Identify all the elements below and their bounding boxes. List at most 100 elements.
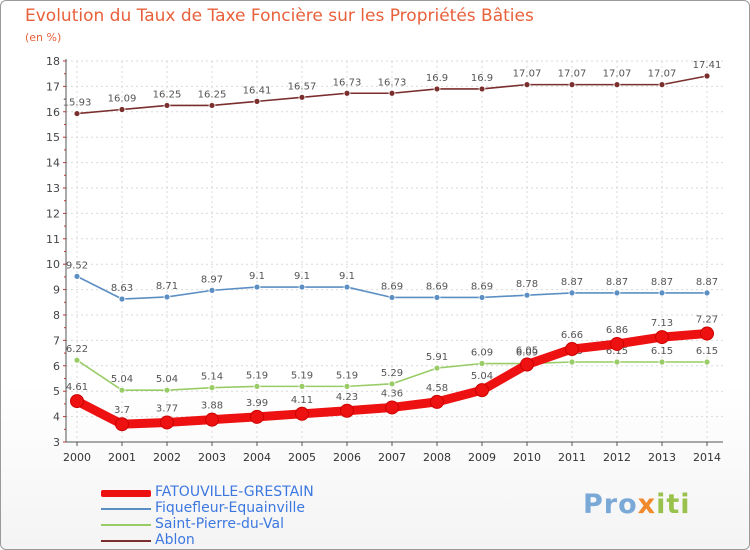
y-unit-label: (en %) [25, 31, 62, 44]
data-point [343, 283, 351, 291]
data-label: 17.07 [513, 69, 542, 80]
x-tick-label: 2012 [603, 451, 631, 464]
x-tick-label: 2014 [693, 451, 721, 464]
data-label: 16.25 [153, 89, 182, 100]
data-label: 3.88 [201, 401, 223, 412]
x-tick-label: 2006 [333, 451, 361, 464]
data-label: 6.05 [516, 346, 538, 357]
x-tick-label: 2009 [468, 451, 496, 464]
data-point [613, 289, 621, 297]
data-label: 3.77 [156, 403, 178, 414]
data-point [475, 383, 489, 398]
x-tick-label: 2011 [558, 451, 586, 464]
data-label: 9.1 [249, 271, 265, 282]
data-label: 17.07 [558, 69, 587, 80]
data-point [160, 415, 174, 430]
data-label: 6.66 [561, 330, 583, 341]
y-tick-label: 5 [53, 385, 60, 398]
data-label: 8.69 [426, 281, 448, 292]
data-point [478, 294, 486, 301]
data-label: 3.7 [114, 405, 130, 416]
data-point [433, 294, 441, 301]
data-label: 16.9 [426, 73, 448, 84]
data-point [208, 102, 216, 109]
data-label: 6.15 [651, 346, 673, 357]
legend-swatch [101, 540, 151, 542]
proxiti-logo: Proxiti [583, 489, 691, 520]
data-label: 6.09 [471, 348, 493, 359]
data-point [658, 81, 666, 89]
data-point [388, 380, 396, 388]
data-point [253, 97, 261, 105]
data-label: 16.25 [198, 89, 227, 100]
data-label: 8.87 [561, 277, 583, 288]
data-label: 5.29 [381, 368, 403, 379]
data-label: 9.1 [294, 271, 310, 282]
data-point [520, 357, 534, 372]
chart-title: Evolution du Taux de Taxe Foncière sur l… [25, 6, 534, 26]
data-point [253, 283, 261, 291]
data-label: 4.36 [381, 388, 403, 399]
data-label: 5.91 [426, 352, 448, 363]
data-point [568, 289, 576, 297]
x-tick-label: 2005 [288, 451, 316, 464]
data-label: 8.71 [156, 281, 178, 292]
data-point [298, 382, 306, 390]
data-label: 9.52 [66, 260, 88, 271]
data-point [163, 102, 171, 109]
y-tick-label: 3 [53, 436, 60, 449]
data-point [250, 409, 264, 424]
data-label: 5.19 [246, 370, 268, 381]
data-point [118, 106, 126, 113]
y-tick-label: 16 [46, 106, 60, 119]
y-tick-label: 17 [46, 80, 60, 93]
data-label: 5.14 [201, 372, 223, 383]
data-point [613, 81, 621, 89]
legend-label: Ablon [155, 532, 195, 548]
x-tick-label: 2007 [378, 451, 406, 464]
legend-swatch [101, 508, 151, 510]
data-point [253, 382, 261, 390]
data-point [703, 358, 711, 366]
data-point [700, 326, 714, 341]
data-point [433, 364, 441, 372]
data-point [430, 394, 444, 409]
data-point [610, 336, 624, 351]
data-label: 8.87 [651, 277, 673, 288]
data-label: 6.86 [606, 325, 628, 336]
data-point [385, 400, 399, 415]
data-label: 9.1 [339, 271, 355, 282]
y-tick-label: 12 [46, 207, 60, 220]
data-label: 16.41 [243, 85, 272, 96]
data-point [613, 358, 621, 366]
data-label: 8.78 [516, 279, 538, 290]
data-point [295, 406, 309, 421]
data-label: 16.73 [378, 77, 407, 88]
data-point [478, 85, 486, 93]
data-point [205, 412, 219, 427]
y-tick-label: 13 [46, 182, 60, 195]
data-point [73, 110, 81, 117]
data-point [118, 295, 126, 303]
x-tick-label: 2002 [153, 451, 181, 464]
data-point [70, 394, 84, 409]
data-point [433, 85, 441, 93]
data-point [703, 72, 711, 80]
data-label: 5.19 [291, 370, 313, 381]
data-point [658, 289, 666, 297]
data-point [565, 342, 579, 357]
data-point [658, 358, 666, 366]
data-point [73, 356, 81, 364]
data-point [115, 417, 129, 432]
data-point [208, 384, 216, 392]
legend-label: Fiquefleur-Equainville [155, 500, 306, 516]
legend-swatch [101, 490, 151, 497]
y-tick-label: 8 [53, 309, 60, 322]
x-tick-label: 2008 [423, 451, 451, 464]
y-tick-label: 14 [46, 157, 60, 170]
data-label: 7.27 [696, 315, 718, 326]
data-label: 16.73 [333, 77, 362, 88]
data-label: 6.09 [516, 348, 538, 359]
data-point [388, 294, 396, 301]
data-point [478, 360, 486, 367]
